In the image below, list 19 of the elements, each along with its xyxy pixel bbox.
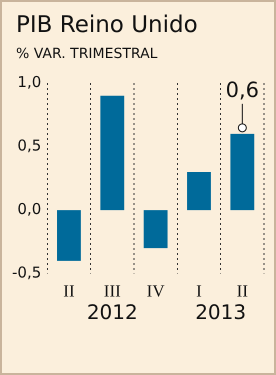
y-tick-label: 0,5 — [17, 136, 42, 154]
data-label: 0,6 — [226, 78, 260, 102]
chart-title: PIB Reino Unido — [16, 12, 198, 38]
text: 2013 — [195, 300, 246, 324]
x-tick-label: IV — [146, 281, 166, 300]
bar — [57, 210, 81, 261]
bar — [187, 172, 211, 210]
chart-subtitle: % VAR. TRIMESTRAL — [16, 46, 158, 62]
x-tick-label: I — [196, 281, 202, 300]
y-tick-label: 1,0 — [17, 72, 42, 91]
bar — [144, 210, 168, 248]
y-tick-label: 0,0 — [17, 200, 42, 218]
y-tick-label: -0,5 — [12, 263, 42, 282]
bar — [100, 96, 124, 210]
x-tick-label: II — [236, 281, 248, 300]
bar — [230, 134, 254, 210]
text: 2012 — [86, 300, 138, 324]
x-tick-label: II — [63, 281, 75, 300]
x-tick-label: III — [104, 281, 122, 300]
